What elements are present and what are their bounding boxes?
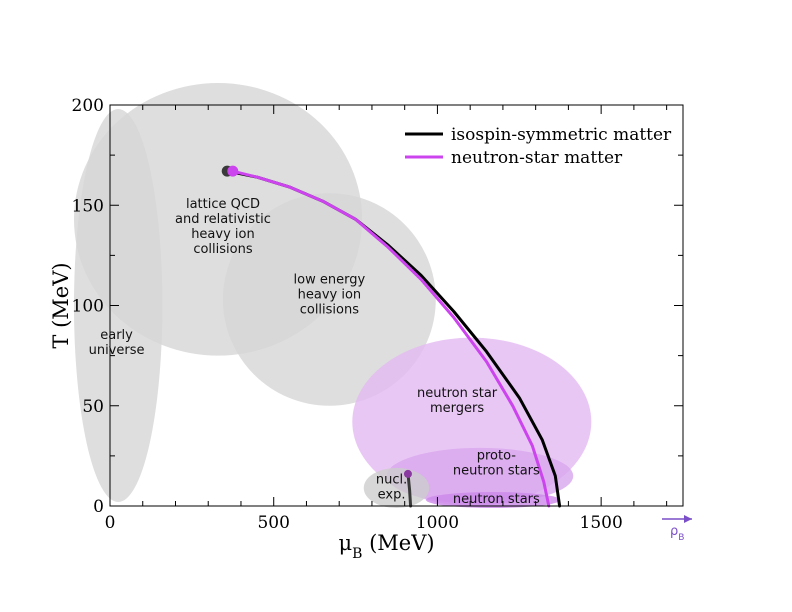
x-axis-title: μB (MeV) [338, 531, 434, 562]
region-label-3: neutron star mergers [417, 386, 498, 416]
region-label-4: proto-neutron stars [453, 448, 540, 478]
y-axis-title: T (MeV) [49, 262, 73, 348]
regions-layer [73, 82, 592, 509]
region-labels-layer: lattice QCD and relativistic heavy ion coll… [89, 197, 540, 507]
region-ellipse-6 [363, 467, 430, 509]
critical-points-layer [221, 165, 412, 478]
series-line-2 [406, 472, 413, 508]
region-label-5: neutron stars [453, 492, 540, 507]
curves-layer [226, 169, 562, 508]
critical-point-1 [227, 165, 239, 177]
x-tick-label: 500 [257, 513, 289, 533]
y-tick-label: 100 [72, 297, 104, 317]
region-label-6: nucl. exp. [376, 472, 407, 502]
region-label-1: early universe [89, 328, 145, 358]
y-tick-label: 50 [82, 397, 104, 417]
rho-arrow: ρB [662, 515, 692, 543]
y-tick-label: 150 [72, 196, 104, 216]
region-ellipse-4 [386, 447, 574, 504]
region-ellipse-2 [222, 193, 436, 406]
legend-label-1: neutron-star matter [451, 148, 623, 168]
legend-label-0: isospin-symmetric matter [451, 125, 672, 145]
y-tick-label: 200 [72, 96, 104, 116]
ticks-layer: 0 500 1000 1500 0 50 100 150 200 [72, 96, 683, 533]
x-tick-label: 0 [105, 513, 116, 533]
x-tick-label: 1500 [580, 513, 623, 533]
rho-arrow-head [684, 515, 692, 523]
region-label-2: low energy heavy ion collisions [294, 272, 366, 317]
region-label-0: lattice QCD and relativistic heavy ion coll… [175, 197, 271, 257]
x-tick-label: 1000 [416, 513, 459, 533]
series-line-1 [231, 169, 551, 508]
critical-point-2 [403, 469, 412, 478]
legend: isospin-symmetric matter neutron-star mat… [405, 125, 672, 168]
rho-label: ρB [670, 524, 684, 543]
region-ellipse-5 [425, 491, 561, 509]
y-tick-label: 0 [93, 497, 104, 517]
